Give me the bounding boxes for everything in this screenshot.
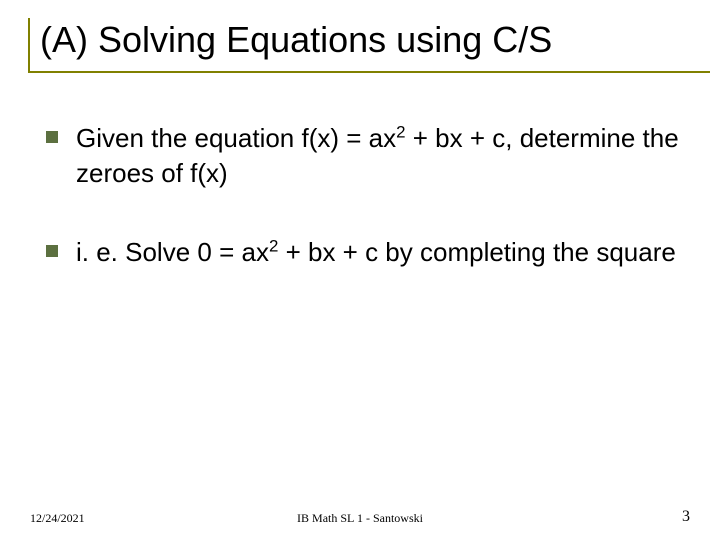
slide: (A) Solving Equations using C/S Given th… (0, 0, 720, 540)
footer-date: 12/24/2021 (30, 511, 85, 526)
text-part: Given the equation f(x) = ax (76, 123, 396, 153)
footer-center: IB Math SL 1 - Santowski (297, 511, 423, 526)
bullet-text: i. e. Solve 0 = ax2 + bx + c by completi… (76, 235, 676, 270)
bullet-item: Given the equation f(x) = ax2 + bx + c, … (46, 121, 682, 191)
footer-page-number: 3 (682, 508, 690, 526)
footer: 12/24/2021 IB Math SL 1 - Santowski 3 (0, 508, 720, 526)
content-area: Given the equation f(x) = ax2 + bx + c, … (28, 79, 692, 270)
title-container: (A) Solving Equations using C/S (28, 18, 692, 73)
bullet-item: i. e. Solve 0 = ax2 + bx + c by completi… (46, 235, 682, 270)
text-part: + bx + c by completing the square (278, 237, 675, 267)
bullet-icon (46, 131, 58, 143)
title-underline (30, 71, 710, 73)
bullet-text: Given the equation f(x) = ax2 + bx + c, … (76, 121, 682, 191)
text-part: i. e. Solve 0 = ax (76, 237, 269, 267)
superscript: 2 (396, 123, 405, 142)
superscript: 2 (269, 237, 278, 256)
bullet-icon (46, 245, 58, 257)
slide-title: (A) Solving Equations using C/S (40, 18, 692, 71)
